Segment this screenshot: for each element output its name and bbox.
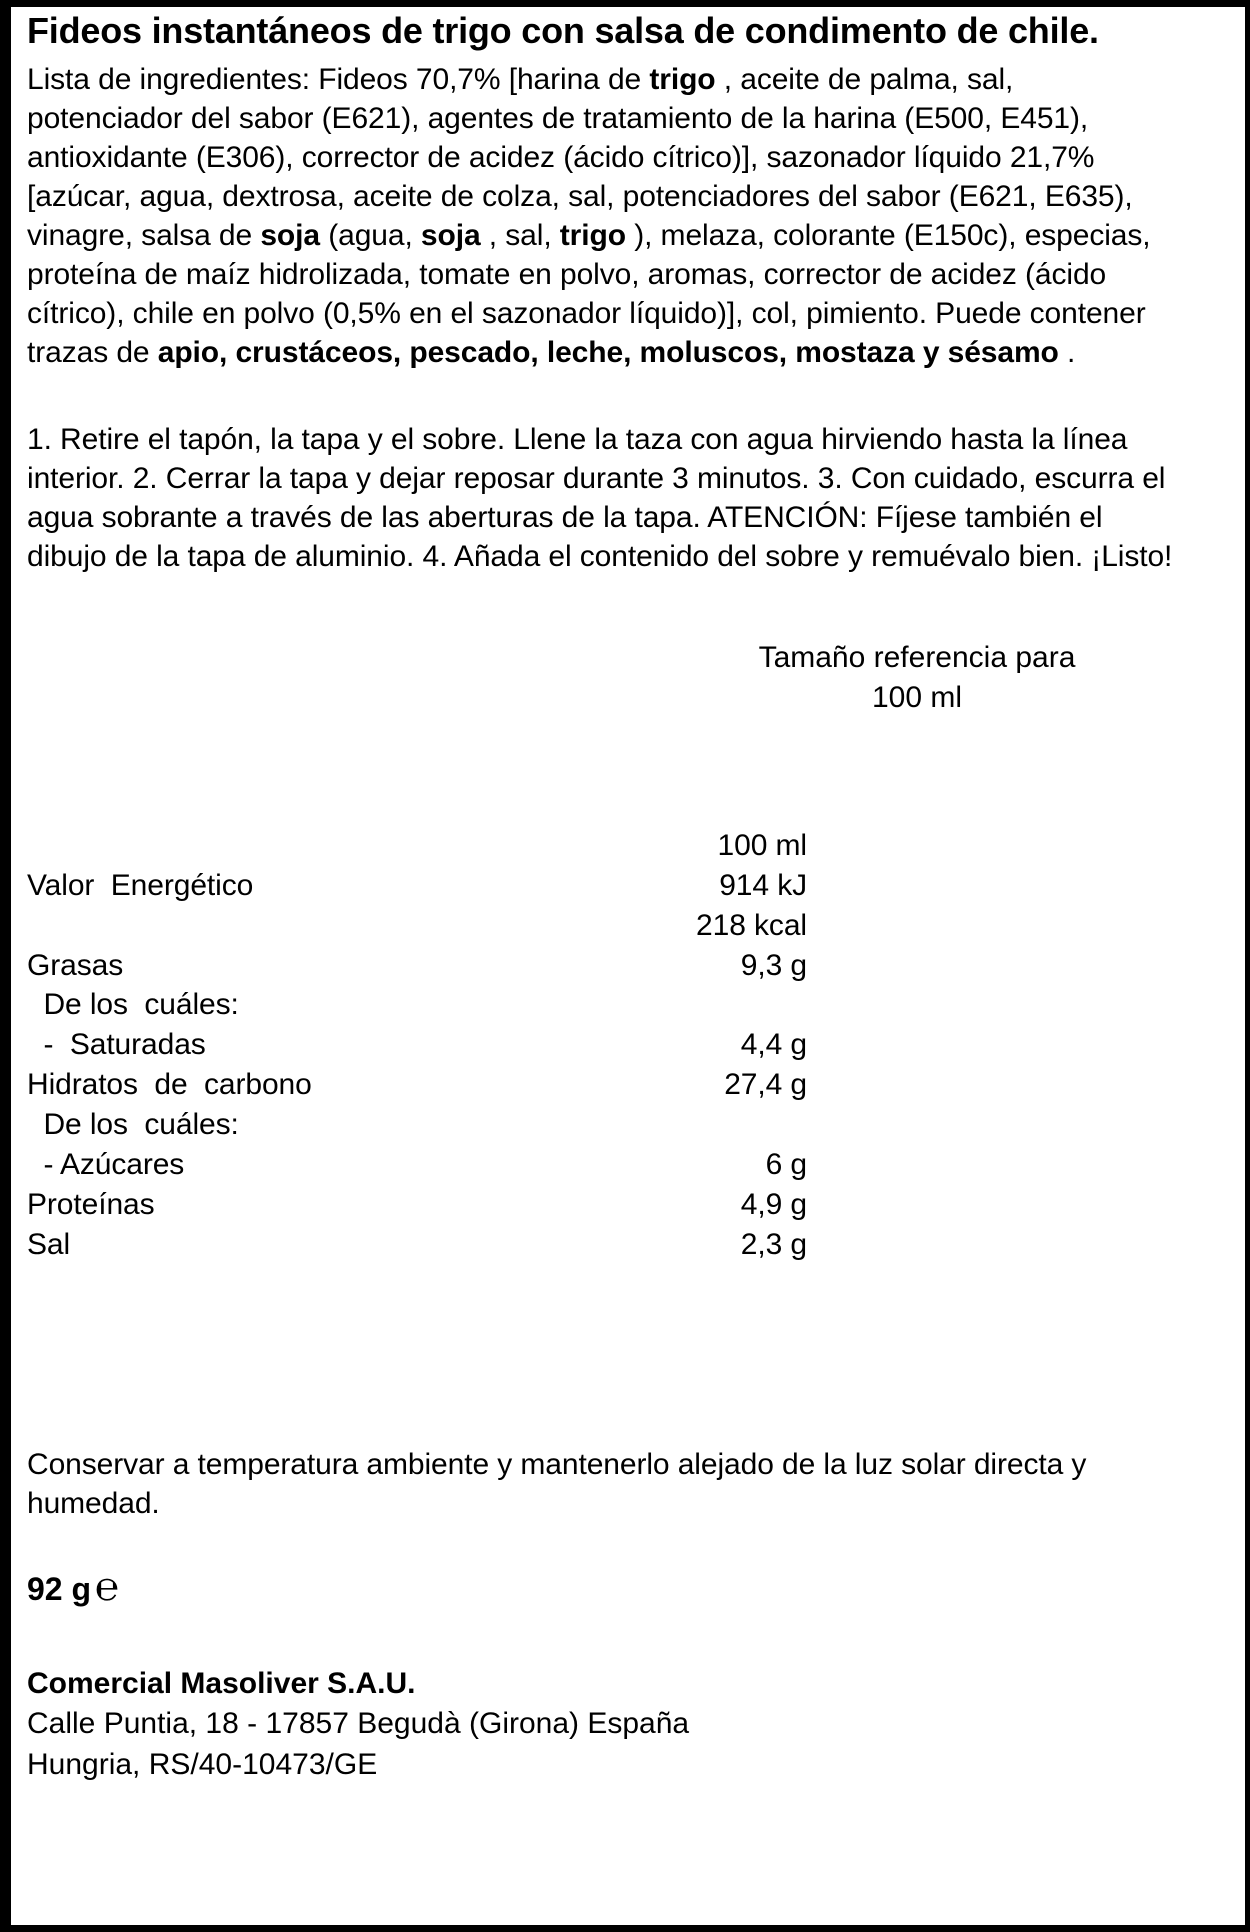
nutrition-row-value: 4,9 g <box>740 1187 807 1221</box>
company-origin-code: Hungria, RS/40-10473/GE <box>27 1747 378 1781</box>
ingredients-segment-3: , sal, <box>480 219 560 253</box>
border-bottom <box>0 1925 1250 1932</box>
nutrition-reference-heading: Tamaño referencia para 100 ml <box>527 638 1250 718</box>
nutrition-table: 100 ml Valor Energético 914 kJ 218 kcal Gra… <box>27 780 807 1265</box>
nutrition-row: Valor Energético 914 kJ 218 kcal <box>27 866 807 946</box>
nutrition-row: Grasas 9,3 g <box>27 946 807 986</box>
nutrition-bottom-spacer <box>27 1265 1187 1445</box>
nutrition-spacer-row <box>27 780 807 826</box>
ingredients-segment-4: ), melaza, colorante (E150c), especias, … <box>27 219 1151 370</box>
storage-instructions: Conservar a temperatura ambiente y mante… <box>27 1447 1087 1520</box>
nutrition-row-value-secondary: 218 kcal <box>696 908 807 942</box>
allergen-traces: apio, crustáceos, pescado, leche, molusc… <box>157 336 1059 370</box>
estimated-sign-icon: ℮ <box>95 1564 120 1609</box>
nutrition-row-value: 4,4 g <box>740 1028 807 1062</box>
allergen-trigo-1: trigo <box>649 63 716 97</box>
nutrition-row-label: Grasas <box>27 948 124 982</box>
nutrition-row: De los cuáles: <box>27 1105 807 1145</box>
manufacturer-block: Comercial Masoliver S.A.U. Calle Puntia,… <box>27 1664 1187 1786</box>
nutrition-row: - Azúcares 6 g <box>27 1145 807 1185</box>
nutrition-row-value: 2,3 g <box>740 1227 807 1261</box>
nutrition-row-label: De los cuáles: <box>27 1108 239 1142</box>
nutrition-row: Hidratos de carbono 27,4 g <box>27 1065 807 1105</box>
nutrition-row-label: Hidratos de carbono <box>27 1068 312 1102</box>
border-top <box>0 0 1250 7</box>
allergen-trigo-2: trigo <box>559 219 626 253</box>
nutrition-header-label <box>27 826 627 866</box>
nutrition-section: Tamaño referencia para 100 ml 100 ml Val… <box>27 638 1187 1265</box>
nutrition-column-header: 100 ml <box>717 828 808 862</box>
border-left <box>0 0 11 1932</box>
nutrition-row: Proteínas 4,9 g <box>27 1185 807 1225</box>
nutrition-row-value: 914 kJ 218 kcal <box>627 866 807 946</box>
company-name: Comercial Masoliver S.A.U. <box>27 1666 416 1700</box>
ingredients-segment-5: . <box>1058 336 1076 370</box>
ingredients-segment-1: , aceite de palma, sal, potenciador del … <box>27 63 1133 253</box>
nutrition-row-value-primary: 914 kJ <box>719 868 807 902</box>
company-address: Calle Puntia, 18 - 17857 Begudà (Girona)… <box>27 1707 690 1741</box>
nutrition-header-row: 100 ml <box>27 826 808 866</box>
nutrition-row-value <box>627 1105 807 1145</box>
net-weight-block: 92 g ℮ <box>27 1564 1187 1609</box>
preparation-instructions: 1. Retire el tapón, la tapa y el sobre. … <box>27 423 1173 574</box>
nutrition-row-label: Valor Energético <box>27 868 254 902</box>
nutrition-row-value: 6 g <box>765 1147 808 1181</box>
net-weight-value: 92 g <box>27 1570 92 1607</box>
reference-heading-line-1: Tamaño referencia para <box>758 641 1076 675</box>
border-right <box>1245 0 1250 1932</box>
label-content: Fideos instantáneos de trigo con salsa d… <box>27 8 1187 1785</box>
nutrition-row-value: 9,3 g <box>740 948 807 982</box>
spacer-cell-right <box>627 780 807 826</box>
nutrition-row-label: Proteínas <box>27 1187 155 1221</box>
nutrition-row-label: - Saturadas <box>27 1028 206 1062</box>
ingredients-segment-2: (agua, <box>319 219 421 253</box>
nutrition-row-label: Sal <box>27 1227 71 1261</box>
nutrition-row-value <box>627 985 807 1025</box>
nutrition-table-body: 100 ml <box>27 780 808 866</box>
nutrition-row: Sal 2,3 g <box>27 1225 807 1265</box>
nutrition-rows: Valor Energético 914 kJ 218 kcal Grasas 9,3 … <box>27 866 807 1265</box>
nutrition-row-value: 27,4 g <box>724 1068 807 1102</box>
allergen-soja-2: soja <box>420 219 481 253</box>
spacer-cell-left <box>27 780 627 826</box>
nutrition-row-label: - Azúcares <box>27 1147 185 1181</box>
nutrition-row: De los cuáles: <box>27 985 807 1025</box>
allergen-soja-1: soja <box>260 219 320 253</box>
nutrition-row: - Saturadas 4,4 g <box>27 1025 807 1065</box>
reference-heading-line-2: 100 ml <box>871 680 963 714</box>
product-title: Fideos instantáneos de trigo con salsa d… <box>27 10 1099 51</box>
ingredients-list: Lista de ingredientes: Fideos 70,7% [har… <box>27 60 1177 372</box>
nutrition-row-label: De los cuáles: <box>27 988 239 1022</box>
ingredients-prefix: Lista de ingredientes: Fideos 70,7% [har… <box>27 63 650 97</box>
